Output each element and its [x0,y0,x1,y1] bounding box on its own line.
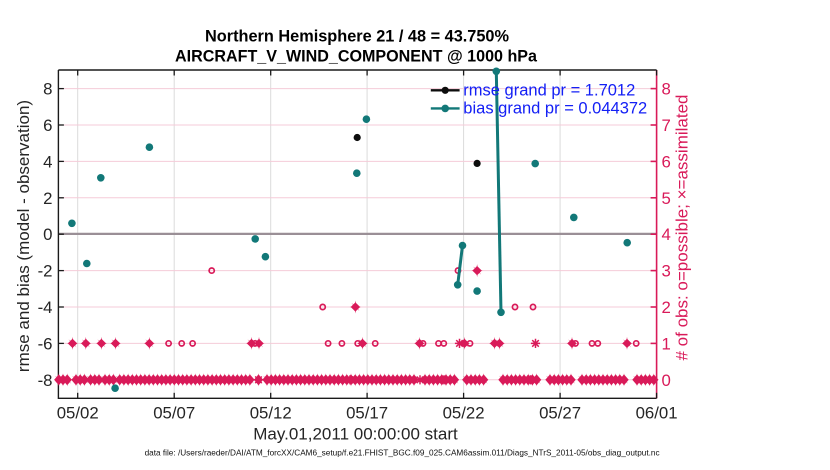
svg-text:Northern Hemisphere 21 / 48 =: Northern Hemisphere 21 / 48 = 43.750% [205,27,509,46]
svg-text:May.01,2011 00:00:00 start: May.01,2011 00:00:00 start [253,425,458,444]
svg-text:1: 1 [662,334,671,353]
svg-text:6: 6 [662,152,671,171]
svg-text:05/27: 05/27 [539,404,581,423]
svg-text:bias grand pr = 0.044372: bias grand pr = 0.044372 [463,100,647,118]
svg-text:rmse grand pr = 1.7012: rmse grand pr = 1.7012 [463,82,635,100]
svg-text:2: 2 [43,189,52,208]
svg-text:05/07: 05/07 [153,404,195,423]
svg-text:05/17: 05/17 [346,404,388,423]
svg-text:6: 6 [43,116,52,135]
svg-text:0: 0 [662,371,671,390]
svg-text:4: 4 [43,152,52,171]
svg-text:4: 4 [662,225,671,244]
svg-text:-4: -4 [38,298,53,317]
svg-text:05/02: 05/02 [57,404,99,423]
svg-text:05/12: 05/12 [250,404,292,423]
svg-text:rmse and bias (model - observa: rmse and bias (model - observation) [14,100,33,372]
svg-text:-8: -8 [38,371,53,390]
svg-text:AIRCRAFT_V_WIND_COMPONENT @ 10: AIRCRAFT_V_WIND_COMPONENT @ 1000 hPa [175,47,538,66]
svg-text:0: 0 [43,225,52,244]
svg-text:-6: -6 [38,334,53,353]
svg-text:7: 7 [662,116,671,135]
svg-text:06/01: 06/01 [636,404,678,423]
svg-text:-2: -2 [38,262,53,281]
svg-text:8: 8 [662,80,671,99]
svg-text:data file: /Users/raeder/DAI/A: data file: /Users/raeder/DAI/ATM_forcXX/… [145,449,660,458]
svg-text:2: 2 [662,298,671,317]
svg-text:3: 3 [662,262,671,281]
svg-text:05/22: 05/22 [443,404,485,423]
svg-text:8: 8 [43,80,52,99]
svg-text:5: 5 [662,189,671,208]
svg-text:# of obs: o=possible; ×=assimi: # of obs: o=possible; ×=assimilated [673,94,692,360]
